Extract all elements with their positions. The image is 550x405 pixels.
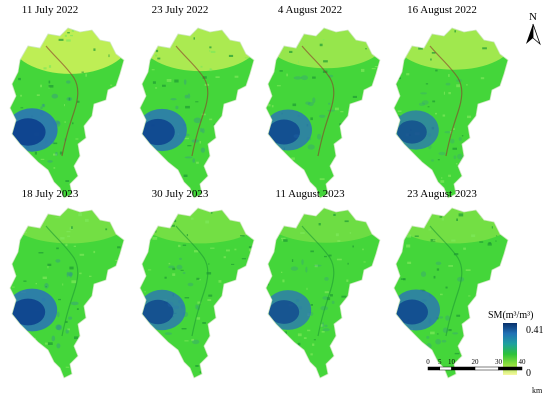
panel-title: 11 July 2022	[22, 4, 78, 16]
map-panel	[393, 27, 509, 199]
legend-title: SM(m³/m³)	[488, 310, 533, 321]
legend-colorbar	[503, 323, 517, 375]
panel-title: 18 July 2023	[22, 188, 79, 200]
map-panel	[9, 27, 125, 199]
scale-bar-segment	[427, 366, 440, 371]
scale-bar-tick-label: 40	[519, 358, 527, 366]
map-panel	[265, 207, 381, 379]
panel-title: 16 August 2022	[407, 4, 477, 16]
scale-bar-segment	[474, 366, 499, 371]
north-arrow-label: N	[529, 11, 537, 23]
legend-min-label: 0	[526, 368, 531, 379]
map-panel	[9, 207, 125, 379]
scale-bar-tick-label: 5	[438, 358, 442, 366]
legend-max-label: 0.41	[526, 325, 544, 336]
panel-title: 23 July 2022	[152, 4, 209, 16]
scale-bar-tick-label: 10	[448, 358, 456, 366]
scale-bar-segment	[439, 366, 452, 371]
scale-bar: 0 5 10 20 30 40 km	[426, 358, 543, 395]
north-arrow-right-half	[532, 23, 541, 46]
north-arrow: N	[526, 11, 541, 46]
scale-bar-tick-label: 30	[495, 358, 503, 366]
scale-bar-segment	[451, 366, 476, 371]
north-arrow-left-half	[526, 24, 533, 44]
scale-bar-tick-label: 0	[426, 358, 430, 366]
scale-bar-segment	[498, 366, 523, 371]
map-panel	[139, 27, 255, 199]
scale-bar-unit: km	[532, 386, 543, 395]
map-panel	[265, 27, 381, 199]
scale-bar-tick-label: 20	[472, 358, 480, 366]
panel-title: 11 August 2023	[275, 188, 345, 200]
map-panel	[393, 207, 509, 379]
map-panel	[139, 207, 255, 379]
panel-title: 4 August 2022	[278, 4, 342, 16]
legend: SM(m³/m³) 0.41 0	[488, 310, 544, 379]
map-panels: 11 July 2022 23 July 2022 4 August 2022 16 …	[9, 4, 509, 379]
panel-title: 23 August 2023	[407, 188, 477, 200]
panel-title: 30 July 2023	[152, 188, 209, 200]
